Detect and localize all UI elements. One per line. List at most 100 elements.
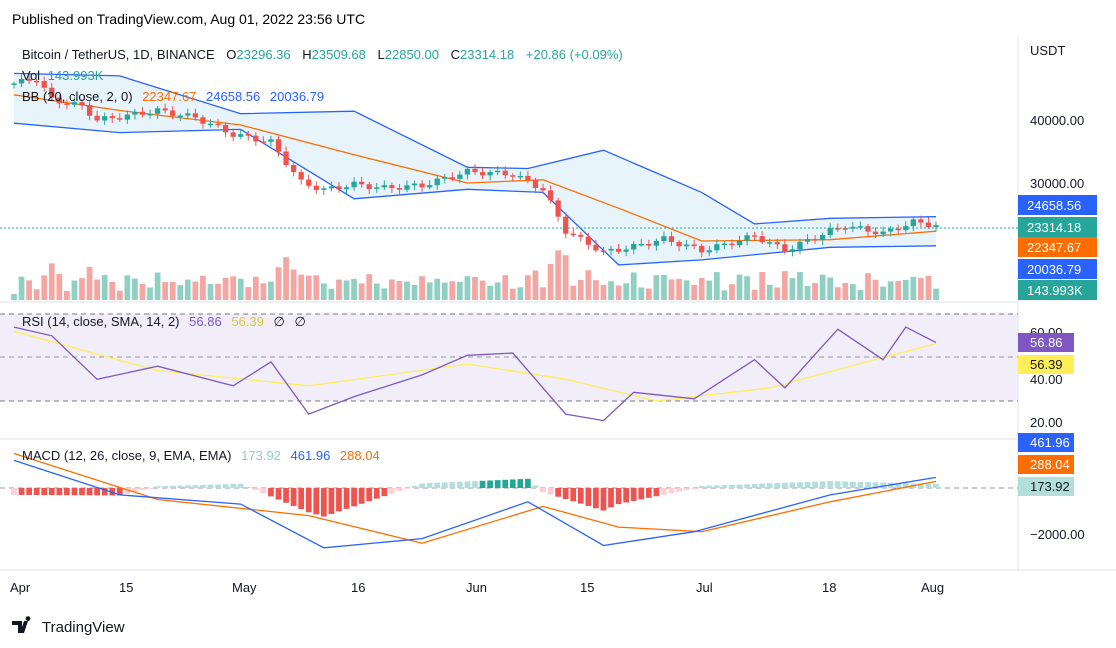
macd-histogram-bar xyxy=(358,488,365,504)
macd-histogram-bar xyxy=(615,488,622,505)
time-label-jul: Jul xyxy=(696,580,713,595)
volume-bar xyxy=(388,279,395,300)
macd-histogram-bar xyxy=(774,483,781,488)
candle-body xyxy=(714,244,720,251)
volume-bar xyxy=(184,279,191,300)
candle-body xyxy=(525,175,531,181)
macd-value: 461.96 xyxy=(291,448,331,463)
macd-histogram-bar xyxy=(33,488,40,496)
macd-histogram-bar xyxy=(48,488,55,496)
macd-histogram-bar xyxy=(691,488,698,489)
candle-body xyxy=(94,115,100,121)
volume-bar xyxy=(865,273,871,300)
macd-histogram-bar xyxy=(834,481,841,488)
volume-bar xyxy=(237,278,244,300)
macd-histogram-bar xyxy=(109,488,116,496)
volume-bar xyxy=(608,281,614,300)
macd-histogram-bar xyxy=(441,482,448,488)
volume-bar xyxy=(577,279,584,300)
volume-bar xyxy=(419,276,425,300)
macd-histogram-bar xyxy=(41,488,48,496)
macd-histogram-bar xyxy=(525,478,531,488)
candle-body xyxy=(676,242,682,247)
macd-histogram-bar xyxy=(509,479,516,488)
macd-histogram-bar xyxy=(585,488,592,506)
macd-histogram-bar xyxy=(388,488,395,494)
volume-bar xyxy=(683,280,690,300)
macd-histogram-bar xyxy=(933,483,939,488)
time-label-jun-15: 15 xyxy=(580,580,594,595)
macd-histogram-bar xyxy=(268,488,274,497)
bb-lower-value: 20036.79 xyxy=(270,89,324,104)
candle-body xyxy=(396,188,403,190)
candle-body xyxy=(41,81,47,88)
rsi-badge-text: 56.86 xyxy=(1030,335,1063,350)
macd-histogram-bar xyxy=(154,486,161,488)
candle-body xyxy=(192,113,199,118)
change-value: +20.86 (+0.09%) xyxy=(526,47,623,62)
macd-histogram-bar xyxy=(781,482,788,488)
rsi-lines xyxy=(13,326,937,422)
candle-body xyxy=(842,228,848,230)
macd-histogram-bar xyxy=(116,488,123,496)
candle-body xyxy=(895,228,901,231)
candle-body xyxy=(11,83,17,85)
volume-bar xyxy=(343,280,350,300)
tradingview-logo-icon xyxy=(12,616,31,633)
candle-body xyxy=(185,113,191,116)
volume-bar xyxy=(109,281,116,300)
macd-histogram-bar xyxy=(661,488,667,495)
vol-label: Vol xyxy=(22,68,40,83)
macd-histogram-bar xyxy=(79,488,85,496)
high-label: H xyxy=(302,47,311,62)
volume-bar xyxy=(819,274,826,300)
time-label-may-16: 16 xyxy=(351,580,365,595)
candle-body xyxy=(736,240,743,246)
volume-bar xyxy=(547,263,554,300)
volume-bar xyxy=(472,277,478,300)
macd-histogram-bar xyxy=(819,481,826,488)
volume-bar xyxy=(275,267,282,300)
macd-histogram-bar xyxy=(676,488,682,492)
volume-bar xyxy=(774,287,781,300)
volume-bar xyxy=(653,275,660,300)
svg-text:MACD (12, 26, close, 9, EMA, E: MACD (12, 26, close, 9, EMA, EMA) 173.92… xyxy=(22,448,380,463)
macd-histogram-bar xyxy=(336,488,342,512)
rsi-ma-badge-text: 56.39 xyxy=(1030,357,1063,372)
macd-histogram-bar xyxy=(147,488,153,489)
macd-histogram-bar xyxy=(290,488,297,506)
volume-bar xyxy=(585,270,592,300)
volume-bar xyxy=(517,287,524,300)
candle-body xyxy=(804,239,811,242)
macd-histogram-bar xyxy=(396,488,403,492)
candle-body xyxy=(419,183,425,188)
macd-histogram-bar xyxy=(925,483,932,488)
svg-text:Vol 143.993K: Vol 143.993K xyxy=(22,68,104,83)
macd-histogram-bar xyxy=(532,485,539,488)
macd-histogram-bar xyxy=(192,485,199,488)
macd-histogram-bar xyxy=(494,480,501,488)
candle-body xyxy=(827,228,833,236)
volume-bar xyxy=(11,294,17,300)
published-caption: Published on TradingView.com, Aug 01, 20… xyxy=(12,11,365,27)
macd-histogram-bar xyxy=(222,484,229,488)
rsi-badge xyxy=(1018,333,1074,352)
candle-body xyxy=(918,219,924,223)
macd-histogram-bar xyxy=(328,488,335,514)
candle-body xyxy=(578,234,584,237)
macd-histogram-bar xyxy=(804,481,811,488)
candle-body xyxy=(434,178,440,186)
candle-body xyxy=(313,185,319,190)
macd-histogram-bar xyxy=(729,484,735,488)
candle-body xyxy=(162,108,168,111)
volume-bar xyxy=(124,275,131,300)
volume-bar xyxy=(849,284,856,300)
candle-body xyxy=(56,97,62,104)
volume-bar xyxy=(33,289,40,300)
macd-histogram-bar xyxy=(638,488,645,500)
volume-bar xyxy=(834,287,841,300)
volume-bar xyxy=(154,272,161,300)
macd-histogram-bar xyxy=(411,485,418,488)
macd-histogram-bar xyxy=(721,485,728,488)
macd-histogram-bar xyxy=(26,488,32,495)
